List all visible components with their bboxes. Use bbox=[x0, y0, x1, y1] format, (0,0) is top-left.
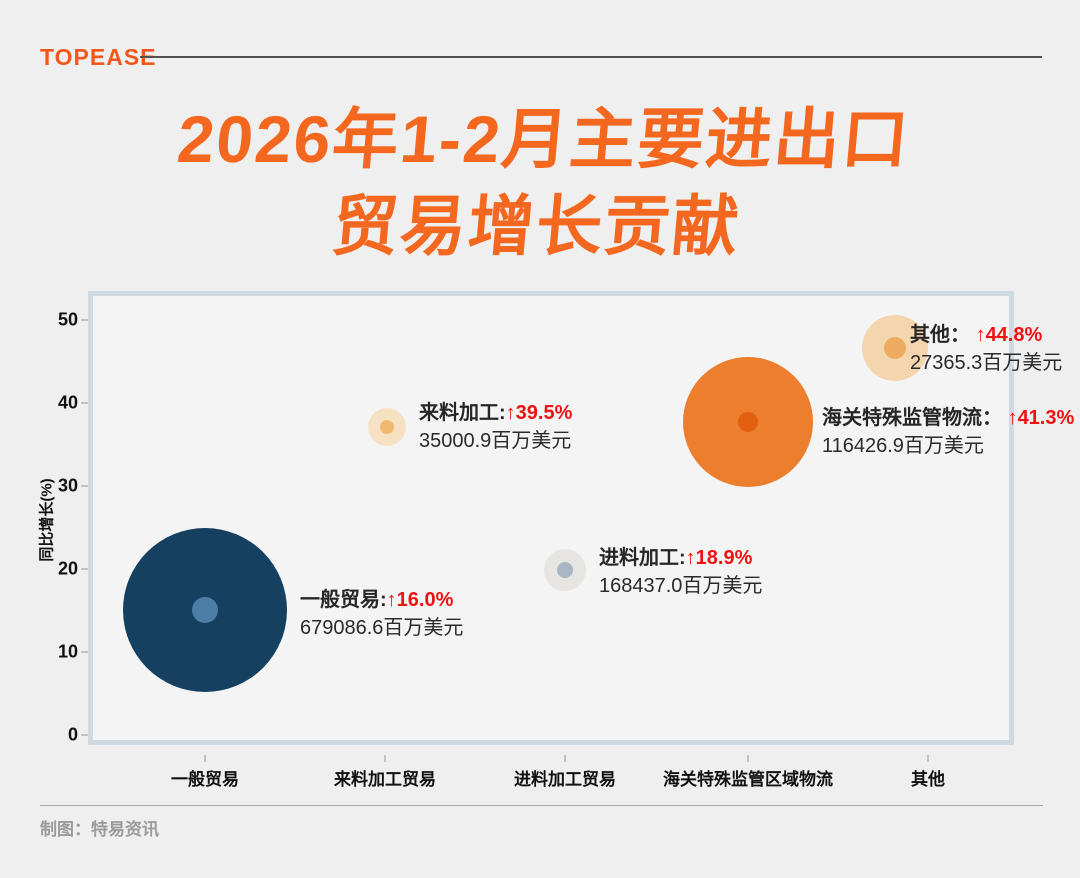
y-tick-label-50: 50 bbox=[57, 309, 78, 330]
data-label-line1-customs-special-logistics: 海关特殊监管物流： ↑41.3% bbox=[822, 406, 1074, 430]
data-label-name-customs-special-logistics: 海关特殊监管物流： bbox=[822, 407, 1008, 429]
bubble-center-dot-materials-processing bbox=[380, 420, 394, 434]
data-label-growth-materials-processing: ↑39.5% bbox=[505, 402, 573, 424]
chart-title-line2: 贸易增长贡献 bbox=[329, 189, 744, 264]
bubble-center-dot-general-trade bbox=[192, 597, 218, 623]
data-label-line1-materials-processing: 来料加工:↑39.5% bbox=[419, 401, 572, 425]
y-tick-mark-40 bbox=[81, 402, 88, 404]
data-label-line1-general-trade: 一般贸易:↑16.0% bbox=[300, 588, 463, 612]
x-category-label-1: 一般贸易 bbox=[171, 770, 239, 789]
brand-logo: TOPEASE bbox=[40, 44, 157, 70]
data-label-value-customs-special-logistics: 116426.9百万美元 bbox=[822, 435, 984, 457]
data-label-general-trade: 一般贸易:↑16.0% 679086.6百万美元 bbox=[300, 588, 463, 640]
x-tick-mark-2 bbox=[384, 755, 386, 762]
data-label-imported-processing: 进料加工:↑18.9% 168437.0百万美元 bbox=[599, 546, 762, 598]
x-category-label-2: 来料加工贸易 bbox=[334, 770, 436, 789]
y-tick-label-0: 0 bbox=[67, 724, 78, 745]
data-label-line1-other: 其他： ↑44.8% bbox=[910, 323, 1062, 347]
y-tick-mark-30 bbox=[81, 485, 88, 487]
x-category-label-5: 其他 bbox=[911, 770, 945, 789]
x-tick-mark-4 bbox=[747, 755, 749, 762]
x-category-label-3: 进料加工贸易 bbox=[514, 770, 616, 789]
data-label-value-other: 27365.3百万美元 bbox=[910, 352, 1063, 374]
x-category-label-4: 海关特殊监管区域物流 bbox=[663, 770, 833, 789]
bubble-center-dot-other bbox=[884, 337, 906, 359]
data-label-name-materials-processing: 来料加工: bbox=[419, 402, 506, 424]
x-tick-mark-5 bbox=[927, 755, 929, 762]
y-tick-mark-50 bbox=[81, 319, 88, 321]
data-label-line1-imported-processing: 进料加工:↑18.9% bbox=[599, 546, 762, 570]
data-label-value-general-trade: 679086.6百万美元 bbox=[300, 617, 464, 639]
x-tick-mark-3 bbox=[564, 755, 566, 762]
data-label-growth-customs-special-logistics: ↑41.3% bbox=[1007, 407, 1075, 429]
data-label-other: 其他： ↑44.8% 27365.3百万美元 bbox=[910, 323, 1062, 375]
chart-title-line1: 2026年1-2月主要进出口 bbox=[174, 102, 914, 176]
data-label-materials-processing: 来料加工:↑39.5% 35000.9百万美元 bbox=[419, 401, 572, 453]
x-tick-mark-1 bbox=[204, 755, 206, 762]
bubble-center-dot-customs-special-logistics bbox=[738, 412, 758, 432]
y-tick-label-40: 40 bbox=[57, 392, 78, 413]
data-label-name-general-trade: 一般贸易: bbox=[300, 589, 387, 611]
data-label-name-imported-processing: 进料加工: bbox=[599, 547, 686, 569]
data-label-growth-other: ↑44.8% bbox=[975, 324, 1043, 346]
footer-credit: 制图：特易资讯 bbox=[40, 820, 159, 839]
y-tick-label-20: 20 bbox=[57, 558, 78, 579]
data-label-name-other: 其他： bbox=[910, 324, 976, 346]
y-tick-label-30: 30 bbox=[57, 475, 78, 496]
data-label-growth-general-trade: ↑16.0% bbox=[386, 589, 454, 611]
y-tick-mark-10 bbox=[81, 651, 88, 653]
data-label-value-materials-processing: 35000.9百万美元 bbox=[419, 430, 572, 452]
data-label-growth-imported-processing: ↑18.9% bbox=[685, 547, 753, 569]
y-tick-mark-20 bbox=[81, 568, 88, 570]
bubble-center-dot-imported-processing bbox=[557, 562, 573, 578]
data-label-customs-special-logistics: 海关特殊监管物流： ↑41.3% 116426.9百万美元 bbox=[822, 406, 1074, 458]
header-divider-line bbox=[140, 56, 1042, 58]
footer-divider-line bbox=[40, 805, 1043, 806]
y-tick-label-10: 10 bbox=[57, 641, 78, 662]
y-tick-mark-0 bbox=[81, 734, 88, 736]
chart-title: 2026年1-2月主要进出口 贸易增长贡献 bbox=[0, 96, 1080, 270]
data-label-value-imported-processing: 168437.0百万美元 bbox=[599, 575, 763, 597]
